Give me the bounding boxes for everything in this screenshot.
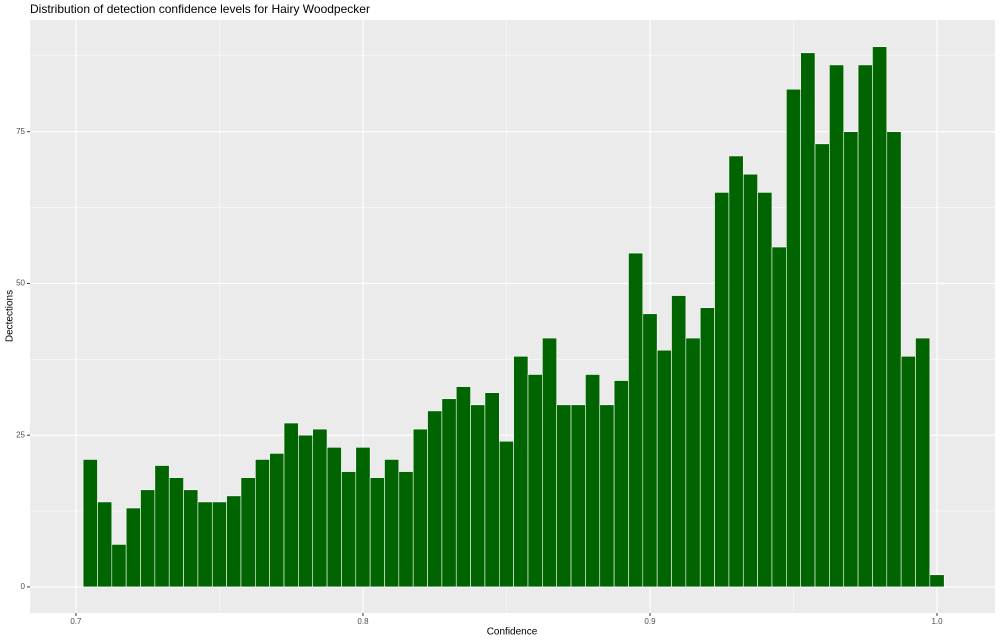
- bar: [628, 252, 644, 588]
- bar: [82, 459, 98, 588]
- bar: [757, 192, 773, 588]
- bar: [168, 477, 184, 588]
- bar: [312, 428, 328, 588]
- bar: [829, 64, 845, 588]
- bar: [183, 489, 199, 588]
- x-tick-label: 0.9: [644, 617, 656, 626]
- y-tick-label: 25: [16, 430, 25, 439]
- bar: [771, 246, 787, 588]
- bar: [556, 404, 572, 588]
- bar: [900, 355, 916, 588]
- bar: [542, 337, 558, 588]
- bar: [814, 143, 830, 588]
- bar: [125, 507, 141, 588]
- bar: [699, 307, 715, 588]
- bar: [728, 155, 744, 588]
- bar: [872, 46, 888, 588]
- x-tick-label: 0.8: [357, 617, 369, 626]
- bar: [671, 295, 687, 588]
- bar: [427, 410, 443, 588]
- bar: [255, 459, 270, 588]
- bar: [111, 544, 127, 588]
- bar: [355, 446, 371, 588]
- bar: [498, 440, 514, 588]
- bar: [470, 404, 486, 588]
- y-axis-label: Dectections: [5, 290, 16, 342]
- bar: [599, 404, 615, 588]
- y-tick-label: 75: [16, 127, 25, 136]
- bar: [714, 192, 730, 588]
- bar: [283, 422, 299, 588]
- bar: [843, 131, 859, 588]
- bar: [613, 380, 629, 588]
- bar: [326, 446, 342, 588]
- bar: [97, 501, 113, 588]
- bar: [226, 495, 242, 588]
- bar: [527, 374, 543, 588]
- bar: [384, 459, 400, 588]
- bar: [398, 471, 414, 588]
- bar: [656, 349, 672, 588]
- bar: [786, 88, 801, 588]
- x-tick-label: 1.0: [931, 617, 943, 626]
- bar: [585, 374, 601, 588]
- bar: [915, 337, 931, 588]
- bar: [929, 574, 945, 588]
- bar: [570, 404, 586, 588]
- bar: [441, 398, 457, 588]
- bar: [197, 501, 213, 588]
- bar: [484, 392, 500, 588]
- y-tick-label: 50: [16, 279, 25, 288]
- bar: [642, 313, 658, 588]
- chart-title: Distribution of detection confidence lev…: [30, 2, 370, 16]
- bar: [211, 501, 227, 588]
- bar: [369, 477, 385, 588]
- bar: [685, 337, 701, 588]
- bar: [298, 434, 314, 588]
- bar: [886, 131, 902, 588]
- bar: [513, 355, 529, 588]
- bar: [742, 173, 758, 588]
- bar: [800, 52, 816, 588]
- bar: [269, 453, 285, 588]
- bar: [154, 465, 170, 588]
- y-tick-label: 0: [21, 582, 26, 591]
- bar: [857, 64, 873, 588]
- bar: [412, 428, 428, 588]
- bar: [240, 477, 256, 588]
- bar: [341, 471, 357, 588]
- bar: [455, 386, 471, 588]
- bar: [140, 489, 156, 588]
- x-axis-label: Confidence: [487, 627, 538, 638]
- x-tick-label: 0.7: [70, 617, 82, 626]
